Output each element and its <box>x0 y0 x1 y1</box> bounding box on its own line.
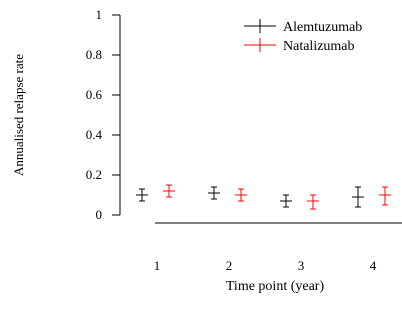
y-tick-label: 0.2 <box>86 167 102 182</box>
data-point <box>307 194 319 210</box>
y-axis: 0 0.2 0.4 0.6 0.8 1 <box>86 7 121 222</box>
y-tick-label: 1 <box>96 7 103 22</box>
series-natalizumab <box>163 184 391 210</box>
y-axis-label: Annualised relapse rate <box>11 54 26 176</box>
y-tick-label: 0.8 <box>86 47 102 62</box>
data-point <box>280 194 292 208</box>
x-tick-label: 1 <box>154 258 161 273</box>
x-tick-label: 3 <box>298 258 305 273</box>
data-point <box>163 184 175 198</box>
data-marks <box>136 184 391 210</box>
y-tick-label: 0.6 <box>86 87 103 102</box>
data-point <box>208 186 220 200</box>
legend-label: Natalizumab <box>283 39 355 54</box>
x-axis: 1 2 3 4 <box>154 222 402 273</box>
legend-item-alemtuzumab: Alemtuzumab <box>244 19 362 35</box>
y-tick-label: 0 <box>96 207 103 222</box>
legend: Alemtuzumab Natalizumab <box>244 19 362 54</box>
data-point <box>379 186 391 206</box>
legend-label: Alemtuzumab <box>283 20 362 35</box>
series-alemtuzumab <box>136 186 364 208</box>
data-point <box>235 188 247 202</box>
x-tick-label: 4 <box>370 258 377 273</box>
y-tick-label: 0.4 <box>86 127 103 142</box>
x-tick-label: 2 <box>226 258 233 273</box>
data-point <box>136 188 148 202</box>
legend-item-natalizumab: Natalizumab <box>244 38 355 54</box>
data-point <box>352 186 364 208</box>
x-axis-label: Time point (year) <box>226 279 325 294</box>
